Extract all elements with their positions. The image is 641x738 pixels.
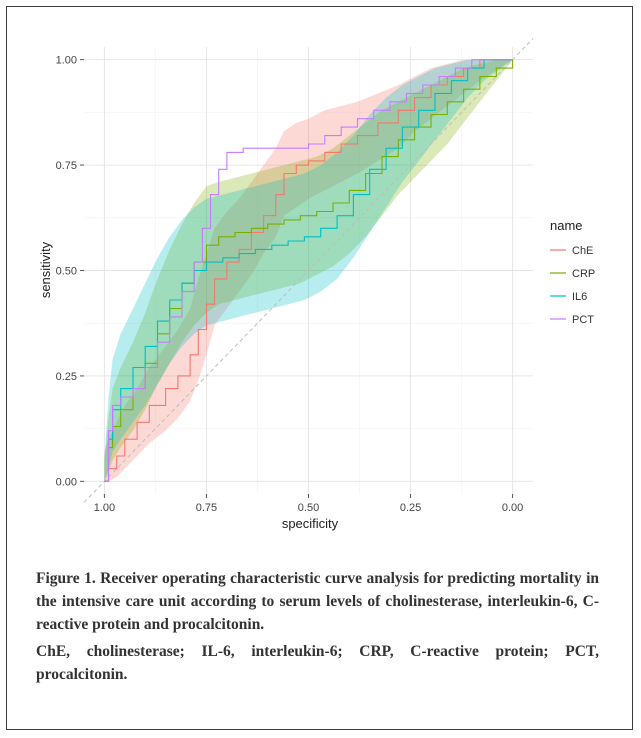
- y-axis-label: sensitivity: [38, 241, 53, 298]
- x-tick-label: 0.25: [400, 502, 421, 514]
- figure-frame: [6, 6, 633, 730]
- y-tick-label: 0.75: [56, 160, 77, 172]
- legend-label-pct: PCT: [572, 314, 594, 326]
- roc-chart: 1.00 0.75 0.50 0.25 0.000.000.250.500.751.00…: [38, 38, 595, 531]
- roc-line-che: [104, 59, 513, 482]
- legend-label-che: ChE: [572, 245, 593, 257]
- y-tick-label: 0.50: [56, 266, 77, 278]
- axes: 1.00 0.75 0.50 0.25 0.00 0.00 0.25 0.50 0.75 1.00: [56, 55, 524, 514]
- y-tick-label: 1.00: [56, 55, 77, 67]
- legend-label-crp: CRP: [572, 268, 595, 280]
- x-tick-label: 0.00: [502, 502, 523, 514]
- roc-line-pct: [104, 59, 513, 482]
- abbreviation-note: ChE, cholinesterase; IL-6, interleukin-6…: [36, 643, 599, 683]
- diagonal-line: [83, 38, 534, 503]
- x-tick-label: 0.75: [196, 502, 217, 514]
- x-tick-label: 1.00: [94, 502, 115, 514]
- legend: name ChE CRP IL6 PCT: [550, 218, 595, 326]
- figure-caption: Figure 1. Receiver operating characteris…: [36, 570, 599, 633]
- roc-line-il6: [104, 59, 513, 482]
- diagonal-reference: [83, 38, 534, 503]
- x-tick-label: 0.50: [298, 502, 319, 514]
- roc-lines: [104, 59, 514, 482]
- legend-title: name: [550, 218, 583, 233]
- y-tick-label: 0.00: [56, 476, 77, 488]
- y-tick-label: 0.25: [56, 371, 77, 383]
- legend-label-il6: IL6: [572, 291, 587, 303]
- x-axis-label: specificity: [282, 516, 339, 531]
